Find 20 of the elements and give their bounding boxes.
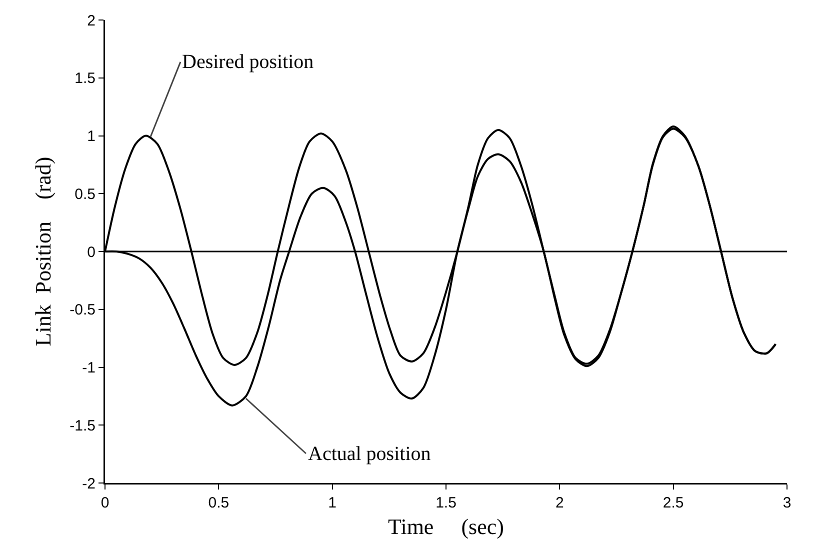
y-tick-label: 0.5 <box>74 186 96 203</box>
y-tick-label: 2 <box>87 12 96 30</box>
y-tick-label: 0 <box>87 244 96 261</box>
x-tick-label: 3 <box>782 494 792 512</box>
y-tick-label: -1.5 <box>70 417 96 434</box>
x-tick-label: 2.5 <box>662 494 684 512</box>
annotation: Desired position <box>182 51 314 73</box>
y-tick-label: -0.5 <box>70 302 96 319</box>
x-tick-label: 0.5 <box>208 494 230 512</box>
x-tick-label: 1 <box>328 494 336 512</box>
annotation: Actual position <box>308 443 431 465</box>
y-tick-label: -2 <box>82 475 96 492</box>
y-tick-label: 1.5 <box>74 70 96 88</box>
x-tick-label: 1.5 <box>436 494 456 512</box>
y-tick-label: -1 <box>82 360 96 376</box>
x-axis-title: Time (sec) <box>388 514 504 540</box>
x-tick-label: 2 <box>556 494 564 512</box>
x-tick-label: 0 <box>100 494 110 512</box>
y-tick-label: 1 <box>87 128 96 145</box>
y-axis-title: Link Position (rad) <box>30 156 56 346</box>
